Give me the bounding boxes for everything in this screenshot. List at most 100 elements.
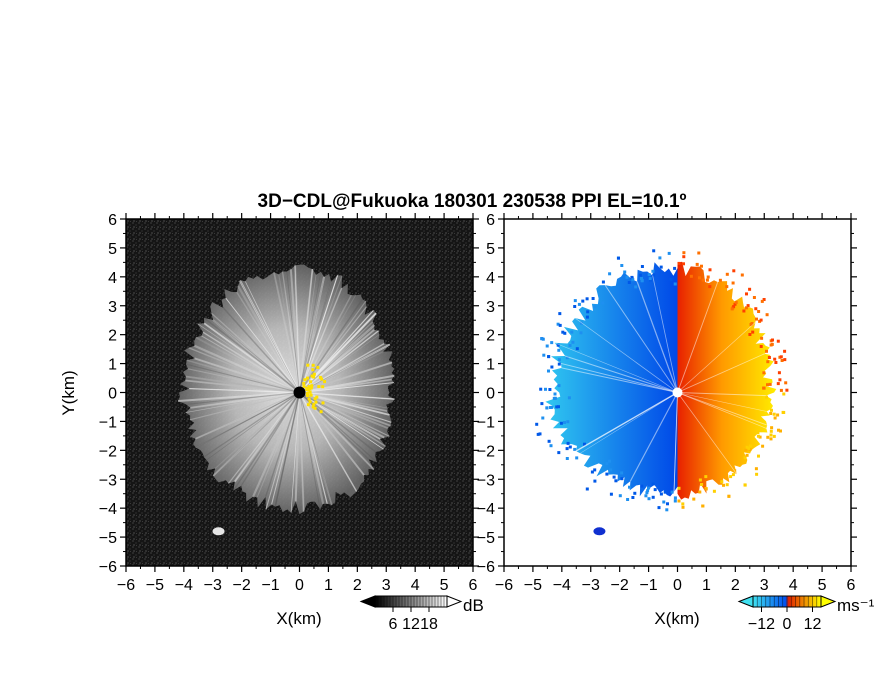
reflectivity-axes: −6 −5 −4 −3 −2 −1 0 1 2 3 4 5 6 −6 −5 −4 −3 −2 −1 0 1 2 3 4 5 6 — [99, 212, 479, 594]
left-x-tick-label: 1 — [324, 577, 333, 594]
reflectivity-clutter-pixel — [313, 397, 317, 401]
reflectivity-radial-gap — [239, 280, 300, 393]
reflectivity-radial-streak — [299, 274, 317, 393]
velocity-radial-gap — [652, 275, 678, 393]
velocity-radial-gap — [554, 342, 678, 393]
reflectivity-colorbar-high-arrow — [446, 595, 463, 608]
reflectivity-radial-streak — [281, 271, 301, 393]
velocity-edge-pixel — [550, 341, 554, 345]
velocity-edge-pixel — [682, 251, 686, 255]
reflectivity-radial-streak — [236, 291, 301, 393]
velocity-edge-pixel — [772, 412, 776, 416]
velocity-edge-pixel — [557, 358, 561, 362]
velocity-edge-pixel — [743, 483, 747, 487]
reflectivity-radial-streak — [299, 392, 384, 450]
reflectivity-radial-gap — [298, 391, 370, 460]
reflectivity-clutter-pixel — [312, 402, 316, 406]
velocity-edge-pixel — [744, 306, 748, 310]
velocity-edge-pixel — [652, 249, 656, 253]
reflectivity-radial-streak — [178, 391, 300, 402]
velocity-edge-pixel — [626, 498, 630, 501]
velocity-edge-pixel — [772, 434, 776, 438]
reflectivity-clutter-pixel — [307, 397, 311, 401]
velocity-edge-pixel — [547, 369, 550, 373]
reflectivity-radial-streak — [194, 357, 300, 394]
velocity-edge-pixel — [744, 448, 748, 452]
reflectivity-radial-streak — [298, 392, 358, 492]
velocity-edge-pixel — [778, 378, 782, 382]
velocity-edge-pixel — [743, 456, 747, 460]
reflectivity-radial-streak — [252, 392, 301, 498]
right-y-tick-label: −1 — [477, 414, 495, 431]
velocity-edge-pixel — [565, 457, 569, 460]
velocity-edge-pixel — [733, 302, 737, 306]
right-x-tick-label: −1 — [639, 577, 657, 594]
reflectivity-radial-streak — [299, 342, 385, 394]
left-y-tick-label: −6 — [99, 559, 117, 576]
reflectivity-radial-streak — [299, 391, 386, 447]
reflectivity-radial-streak — [294, 265, 300, 393]
velocity-edge-pixel — [585, 297, 589, 301]
left-x-tick-label: 4 — [411, 577, 420, 594]
velocity-edge-pixel — [722, 483, 725, 487]
velocity-edge-pixel — [725, 285, 729, 289]
chart-title: 3D−CDL@Fukuoka 180301 230538 PPI EL=10.1… — [258, 191, 687, 212]
velocity-edge-pixel — [663, 490, 667, 494]
reflectivity-clutter-pixel — [313, 406, 317, 410]
reflectivity-clutter-pixel — [319, 410, 323, 414]
reflectivity-radial-streak — [211, 312, 300, 393]
velocity-edge-pixel — [625, 275, 629, 279]
reflectivity-clutter-pixel — [308, 390, 312, 394]
right-y-tick-label: 3 — [486, 299, 495, 316]
velocity-edge-pixel — [762, 386, 766, 390]
velocity-edge-pixel — [783, 349, 787, 353]
velocity-edge-pixel — [769, 437, 773, 441]
reflectivity-radial-streak — [299, 392, 395, 400]
velocity-edge-pixel — [658, 256, 662, 260]
velocity-edge-pixel — [776, 413, 780, 417]
reflectivity-radial-streak — [299, 343, 391, 394]
velocity-edge-pixel — [667, 251, 671, 255]
reflectivity-radial-streak — [188, 347, 300, 394]
velocity-edge-pixel — [759, 345, 763, 348]
left-y-tick-label: −2 — [99, 443, 117, 460]
velocity-radial-gap — [677, 392, 768, 426]
reflectivity-clutter-pixel — [323, 380, 327, 384]
right-x-tick-label: −6 — [495, 577, 513, 594]
reflectivity-radial-streak — [299, 300, 367, 393]
velocity-edge-pixel — [765, 349, 768, 353]
velocity-edge-pixel — [700, 483, 704, 486]
velocity-edge-pixel — [608, 459, 611, 463]
velocity-edge-pixel — [545, 406, 549, 410]
velocity-edge-pixel — [748, 333, 752, 336]
velocity-edge-pixel — [539, 387, 543, 391]
velocity-edge-pixel — [765, 395, 768, 399]
velocity-edge-pixel — [552, 396, 556, 400]
velocity-edge-pixel — [583, 442, 586, 446]
reflectivity-radial-gap — [203, 391, 300, 458]
reflectivity-radial-streak — [299, 392, 388, 409]
reflectivity-clutter-pixel — [306, 394, 309, 397]
velocity-edge-pixel — [720, 480, 724, 484]
reflectivity-clutter-pixel — [315, 395, 319, 399]
velocity-edge-pixel — [556, 343, 560, 347]
velocity-edge-pixel — [605, 462, 609, 466]
velocity-edge-pixel — [634, 285, 638, 289]
velocity-edge-pixel — [757, 454, 760, 458]
velocity-panel: −6 −5 −4 −3 −2 −1 0 1 2 3 4 5 6 −6 −5 −4 −3 −2 −1 0 1 2 3 4 5 6 — [477, 212, 857, 594]
reflectivity-radial-streak — [299, 351, 384, 394]
reflectivity-clutter-pixel — [317, 385, 321, 389]
right-x-tick-label: −4 — [553, 577, 571, 594]
left-x-tick-label: −3 — [204, 577, 222, 594]
reflectivity-radial-streak — [299, 391, 390, 416]
velocity-edge-pixel — [542, 353, 546, 357]
velocity-edge-pixel — [557, 451, 561, 455]
velocity-edge-pixel — [568, 344, 572, 347]
velocity-edge-pixel — [557, 348, 561, 352]
velocity-edge-pixel — [614, 479, 618, 483]
velocity-edge-pixel — [769, 433, 773, 437]
velocity-edge-pixel — [748, 287, 752, 291]
velocity-edge-pixel — [705, 278, 709, 282]
reflectivity-radial-streak — [212, 319, 300, 394]
